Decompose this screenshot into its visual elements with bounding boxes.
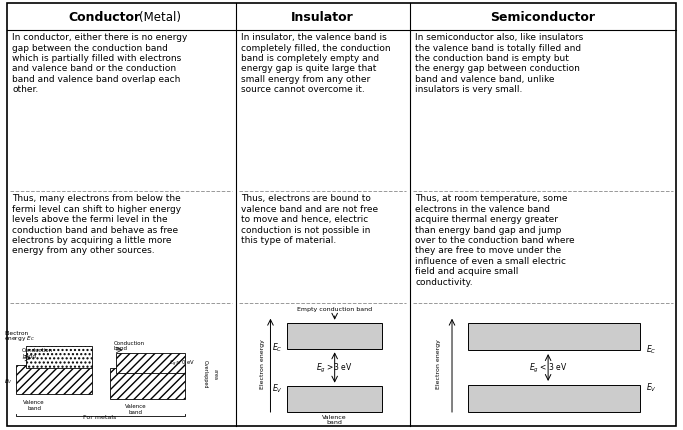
Text: band: band xyxy=(128,408,143,414)
Text: band: band xyxy=(113,346,128,350)
Text: energy $E_C$: energy $E_C$ xyxy=(4,333,36,342)
Text: In insulator, the valence band is
completely filled, the conduction
band is comp: In insulator, the valence band is comple… xyxy=(241,33,391,94)
Text: band: band xyxy=(326,419,343,424)
Bar xyxy=(16,366,92,394)
Text: $E_V$: $E_V$ xyxy=(4,376,13,385)
Text: Valence: Valence xyxy=(124,403,146,408)
Text: $E_g$$\approx$0 eV: $E_g$$\approx$0 eV xyxy=(169,358,195,369)
Text: Thus, electrons are bound to
valence band and are not free
to move and hence, el: Thus, electrons are bound to valence ban… xyxy=(241,194,378,244)
Text: Conduction: Conduction xyxy=(113,341,145,346)
Text: band: band xyxy=(27,405,41,409)
Text: Valence: Valence xyxy=(322,414,347,419)
Text: $E_C$: $E_C$ xyxy=(647,342,657,355)
Text: Thus, at room temperature, some
electrons in the valence band
acquire thermal en: Thus, at room temperature, some electron… xyxy=(415,194,575,286)
Text: Electron: Electron xyxy=(4,330,29,335)
Text: Electron energy: Electron energy xyxy=(260,338,265,388)
Bar xyxy=(287,387,382,412)
Text: $E_C$: $E_C$ xyxy=(273,341,283,353)
Text: In semiconductor also, like insulators
the valence band is totally filled and
th: In semiconductor also, like insulators t… xyxy=(415,33,583,94)
Bar xyxy=(468,385,639,412)
Text: Conductor: Conductor xyxy=(68,11,140,24)
Bar xyxy=(26,346,92,369)
Text: Overlapped: Overlapped xyxy=(202,359,208,388)
Text: Thus, many electrons from below the
fermi level can shift to higher energy
level: Thus, many electrons from below the ferm… xyxy=(12,194,182,255)
Text: $E_g$ < 3 eV: $E_g$ < 3 eV xyxy=(529,361,568,374)
Bar xyxy=(115,353,185,374)
Text: Conduction: Conduction xyxy=(22,347,53,353)
Text: area: area xyxy=(212,368,217,379)
Text: In conductor, either there is no energy
gap between the conduction band
which is: In conductor, either there is no energy … xyxy=(12,33,188,94)
Text: Valence: Valence xyxy=(23,399,45,405)
Bar xyxy=(109,369,185,399)
Text: For metals: For metals xyxy=(83,414,116,419)
Text: Insulator: Insulator xyxy=(292,11,354,24)
Text: band: band xyxy=(22,353,36,358)
Text: Electron energy: Electron energy xyxy=(436,338,441,388)
Text: $E_V$: $E_V$ xyxy=(647,380,657,393)
Text: Empty conduction band: Empty conduction band xyxy=(297,306,372,311)
Bar xyxy=(287,323,382,349)
Text: Semiconductor: Semiconductor xyxy=(490,11,596,24)
Text: $E_g$ >3 eV: $E_g$ >3 eV xyxy=(316,361,353,374)
Text: $E_V$: $E_V$ xyxy=(272,381,283,394)
Bar xyxy=(468,323,639,350)
Text: (Metal): (Metal) xyxy=(139,11,181,24)
